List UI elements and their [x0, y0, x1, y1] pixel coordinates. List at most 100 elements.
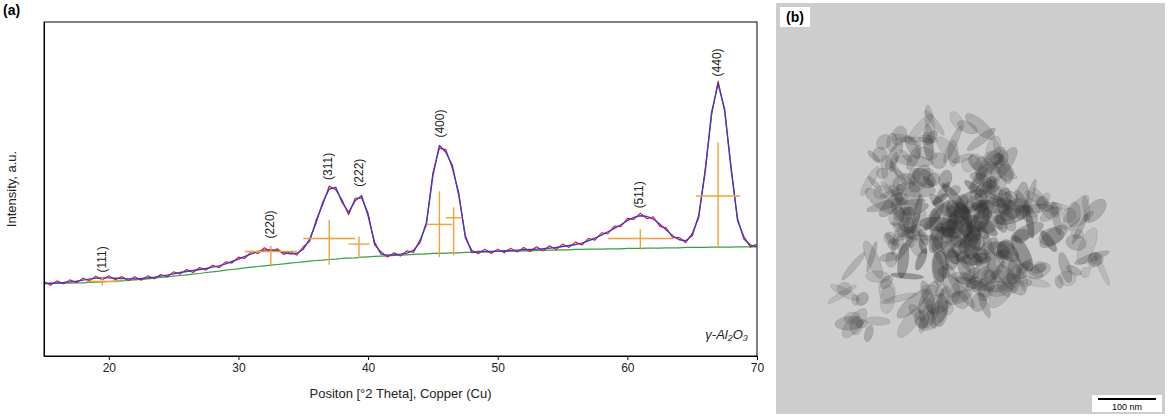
particle: [1064, 233, 1088, 253]
particle: [890, 272, 924, 280]
peak-label: (440): [710, 48, 724, 76]
particle: [1033, 260, 1047, 273]
particle: [947, 109, 967, 132]
y-axis-title: Intensity, a.u.: [4, 151, 19, 227]
peak-marker-bar: [349, 243, 370, 244]
x-tick-mark: [627, 356, 628, 360]
particle: [1038, 228, 1060, 253]
peak-marker-stem: [358, 236, 359, 258]
peak-marker-bar: [245, 251, 297, 252]
peak-label: (511): [632, 181, 646, 208]
peak-label: (400): [433, 110, 447, 138]
panel-label: (a): [3, 2, 20, 18]
x-tick-mark: [238, 356, 239, 360]
particle: [1058, 192, 1094, 234]
particle: [1024, 209, 1036, 239]
particle: [920, 168, 934, 178]
x-tick: 20: [103, 356, 117, 375]
particle: [975, 224, 991, 242]
particle: [956, 214, 974, 254]
peak-label: (222): [352, 159, 366, 187]
particle: [923, 108, 947, 137]
particle: [886, 133, 898, 153]
peak-marker-bar: [426, 224, 452, 225]
peak-marker-stem: [640, 229, 641, 250]
particle: [971, 250, 985, 265]
particle: [893, 132, 922, 148]
x-tick: 60: [621, 356, 635, 375]
particle: [993, 213, 1010, 234]
scale-bar-label: 100 nm: [1112, 402, 1142, 412]
particle: [1035, 191, 1053, 209]
particle: [913, 314, 931, 331]
panel-label-box: [780, 7, 810, 27]
particle: [1093, 254, 1111, 287]
canvas: 203040506070Positon [°2 Theta], Copper (…: [0, 0, 1168, 417]
x-tick-mark: [757, 356, 758, 360]
particle: [878, 273, 895, 291]
peak-marker-stem: [270, 246, 271, 267]
particle: [991, 194, 1011, 212]
peak-marker-bar: [608, 238, 673, 239]
particle: [1016, 257, 1034, 276]
particle: [884, 231, 899, 247]
peak-marker-bar: [86, 281, 118, 282]
particle: [896, 181, 936, 198]
scale-bar-box: [1092, 395, 1162, 412]
x-tick-mark: [109, 356, 110, 360]
peak-label: (220): [263, 210, 277, 238]
x-tick: 40: [362, 356, 376, 375]
particle-cluster: [826, 104, 1111, 342]
particle: [926, 232, 953, 273]
particle: [965, 125, 998, 153]
y-axis-line: [44, 23, 45, 357]
x-axis-line: [45, 356, 758, 357]
particle: [993, 174, 1008, 189]
annotation: γ-Al₂O₃: [705, 327, 748, 342]
panel-label: (b): [786, 9, 804, 25]
particle: [947, 213, 959, 247]
particle: [960, 157, 975, 174]
x-tick: 70: [751, 356, 765, 375]
particle: [890, 220, 926, 238]
particle: [974, 153, 1003, 177]
particle: [834, 316, 864, 332]
peak-marker-stem: [717, 143, 718, 248]
particle: [1081, 196, 1092, 222]
x-tick-label: 40: [362, 361, 376, 375]
particle: [826, 283, 857, 305]
particle: [917, 238, 928, 255]
particle: [893, 285, 933, 323]
scale-bar: [1098, 398, 1156, 400]
x-tick-mark: [368, 356, 369, 360]
particle: [1001, 256, 1017, 271]
particle: [840, 251, 868, 283]
particle: [934, 286, 951, 324]
particle: [914, 145, 938, 162]
peak-marker-stem: [453, 207, 454, 255]
series-line: [44, 81, 757, 285]
particle: [885, 251, 898, 267]
y-axis: [44, 23, 45, 357]
image-panel: (b) 100 nm: [776, 3, 1165, 414]
x-tick-label: 20: [103, 361, 117, 375]
x-tick-label: 30: [232, 361, 246, 375]
x-tick-label: 60: [621, 361, 635, 375]
particle: [861, 184, 901, 219]
peak-marker-bar: [696, 195, 740, 196]
particle: [1059, 205, 1079, 225]
particle: [935, 264, 952, 281]
x-tick-mark: [498, 356, 499, 360]
peak-label: (111): [95, 246, 109, 272]
particle: [853, 290, 871, 308]
particle: [948, 140, 958, 166]
peak-label: (311): [321, 153, 335, 180]
x-tick: 50: [492, 356, 506, 375]
plot-area: [44, 81, 757, 285]
particle: [1000, 270, 1020, 290]
plot-frame: [44, 22, 757, 356]
x-tick-label: 50: [492, 361, 506, 375]
particle: [901, 201, 930, 219]
particle: [1065, 263, 1083, 277]
particle: [865, 316, 891, 325]
